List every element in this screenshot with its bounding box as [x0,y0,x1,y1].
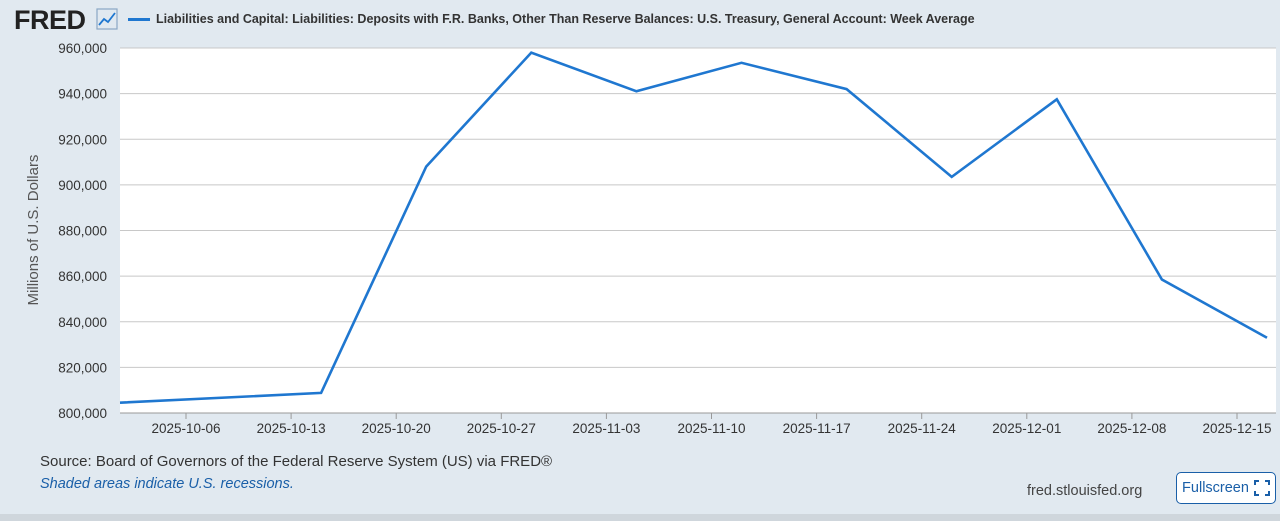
source-note: Source: Board of Governors of the Federa… [40,453,553,470]
y-tick-label: 900,000 [58,178,107,193]
line-chart-icon [96,8,118,30]
y-tick-label: 920,000 [58,132,107,147]
series-group [119,51,1268,404]
y-axis-label: Millions of U.S. Dollars [25,155,42,306]
y-tick-label: 940,000 [58,87,107,102]
x-tick-label: 2025-10-13 [257,421,326,436]
fullscreen-icon [1253,480,1270,496]
y-tick-label: 800,000 [58,406,107,421]
y-axis: 800,000 820,000 840,000 860,000 880,000 900,0… [58,41,107,421]
x-tick-label: 2025-11-10 [677,421,745,436]
x-tick-label: 2025-11-17 [783,421,851,436]
y-tick-label: 820,000 [58,360,107,375]
series-title: Liabilities and Capital: Liabilities: De… [156,12,975,26]
x-tick-label: 2025-11-03 [572,421,640,436]
recession-note: Shaded areas indicate U.S. recessions. [40,476,294,492]
legend-swatch [128,17,150,21]
y-tick-label: 860,000 [58,269,107,284]
x-tick-label: 2025-10-06 [151,421,220,436]
x-tick-label: 2025-12-01 [992,421,1061,436]
x-tick-label: 2025-12-08 [1097,421,1166,436]
x-axis: 2025-10-06 2025-10-13 2025-10-20 2025-10-27… [120,412,1276,436]
series-legend: Liabilities and Capital: Liabilities: De… [128,12,975,26]
y-tick-label: 880,000 [58,224,107,239]
y-tick-label: 960,000 [58,41,107,56]
x-tick-label: 2025-10-20 [362,421,431,436]
x-tick-label: 2025-10-27 [467,421,536,436]
fullscreen-label: Fullscreen [1182,480,1249,496]
series-line[interactable] [119,51,1268,404]
gridlines [120,47,1276,368]
x-tick-label: 2025-12-15 [1202,421,1271,436]
y-tick-label: 840,000 [58,315,107,330]
bottom-strip [0,514,1280,521]
site-url[interactable]: fred.stlouisfed.org [1027,483,1143,499]
chart-header: FRED Liabilities and Capital: Liabilitie… [0,0,1280,40]
fred-logo[interactable]: FRED [14,5,86,35]
x-tick-label: 2025-11-24 [888,421,957,436]
fullscreen-button[interactable]: Fullscreen [1176,472,1276,504]
